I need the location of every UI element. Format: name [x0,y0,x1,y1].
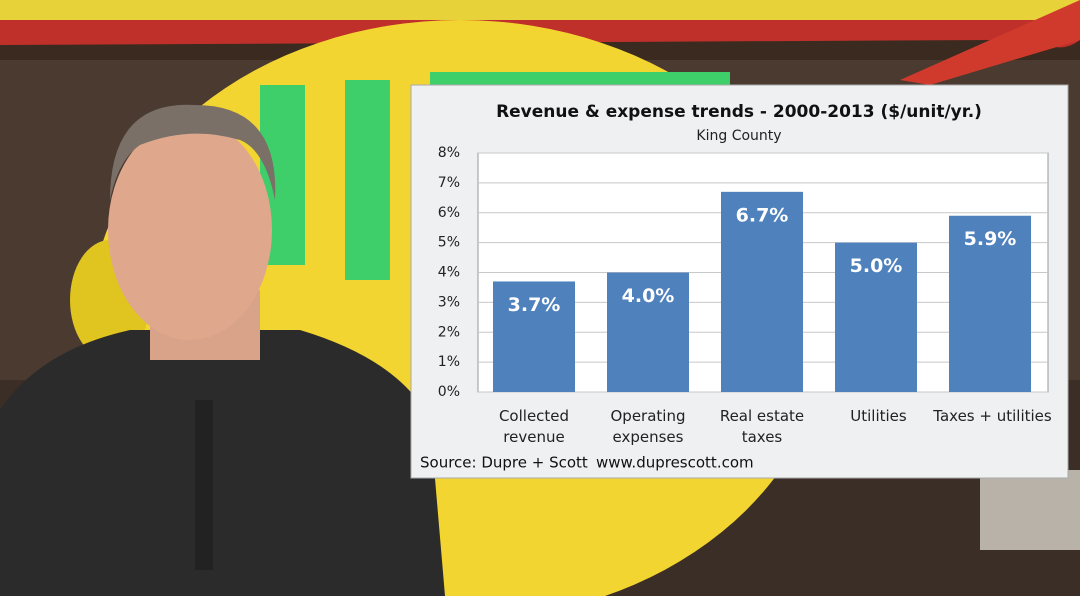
y-tick-label: 3% [438,294,460,310]
y-tick-label: 8% [438,145,460,161]
y-tick-label: 4% [438,265,460,281]
shirt [0,330,445,596]
x-tick-label: Collected revenue [498,407,570,446]
value-label: 4.0% [622,285,675,307]
y-tick-label: 1% [438,354,460,370]
source-url: www.duprescott.com [596,454,754,472]
stripe [430,72,730,86]
y-tick-label: 2% [438,324,460,340]
bar [721,191,803,392]
y-tick-label: 0% [438,384,460,400]
face [108,120,272,340]
chart-subtitle: King County [696,128,781,144]
x-tick-label: Utilities [850,407,907,425]
value-label: 6.7% [736,204,789,226]
chart-title: Revenue & expense trends - 2000-2013 ($/… [496,102,982,122]
placket [195,400,213,570]
y-tick-label: 7% [438,175,460,191]
bar [949,215,1031,392]
hair [110,104,276,200]
y-tick-label: 5% [438,235,460,251]
bar [493,281,575,392]
value-label: 3.7% [508,294,561,316]
bar [607,272,689,392]
wall-panel [980,470,1080,550]
bar [835,242,917,392]
value-label: 5.9% [964,228,1017,250]
awning-side [900,0,1080,85]
stripe [345,80,390,280]
x-tick-label: Taxes + utilities [933,407,1052,425]
y-tick-label: 6% [438,205,460,221]
value-label: 5.0% [850,255,903,277]
source: Source: Dupre + Scott [420,454,588,472]
x-tick-label: Operating expenses [610,407,686,446]
x-tick-label: Real estate taxes [719,407,805,446]
